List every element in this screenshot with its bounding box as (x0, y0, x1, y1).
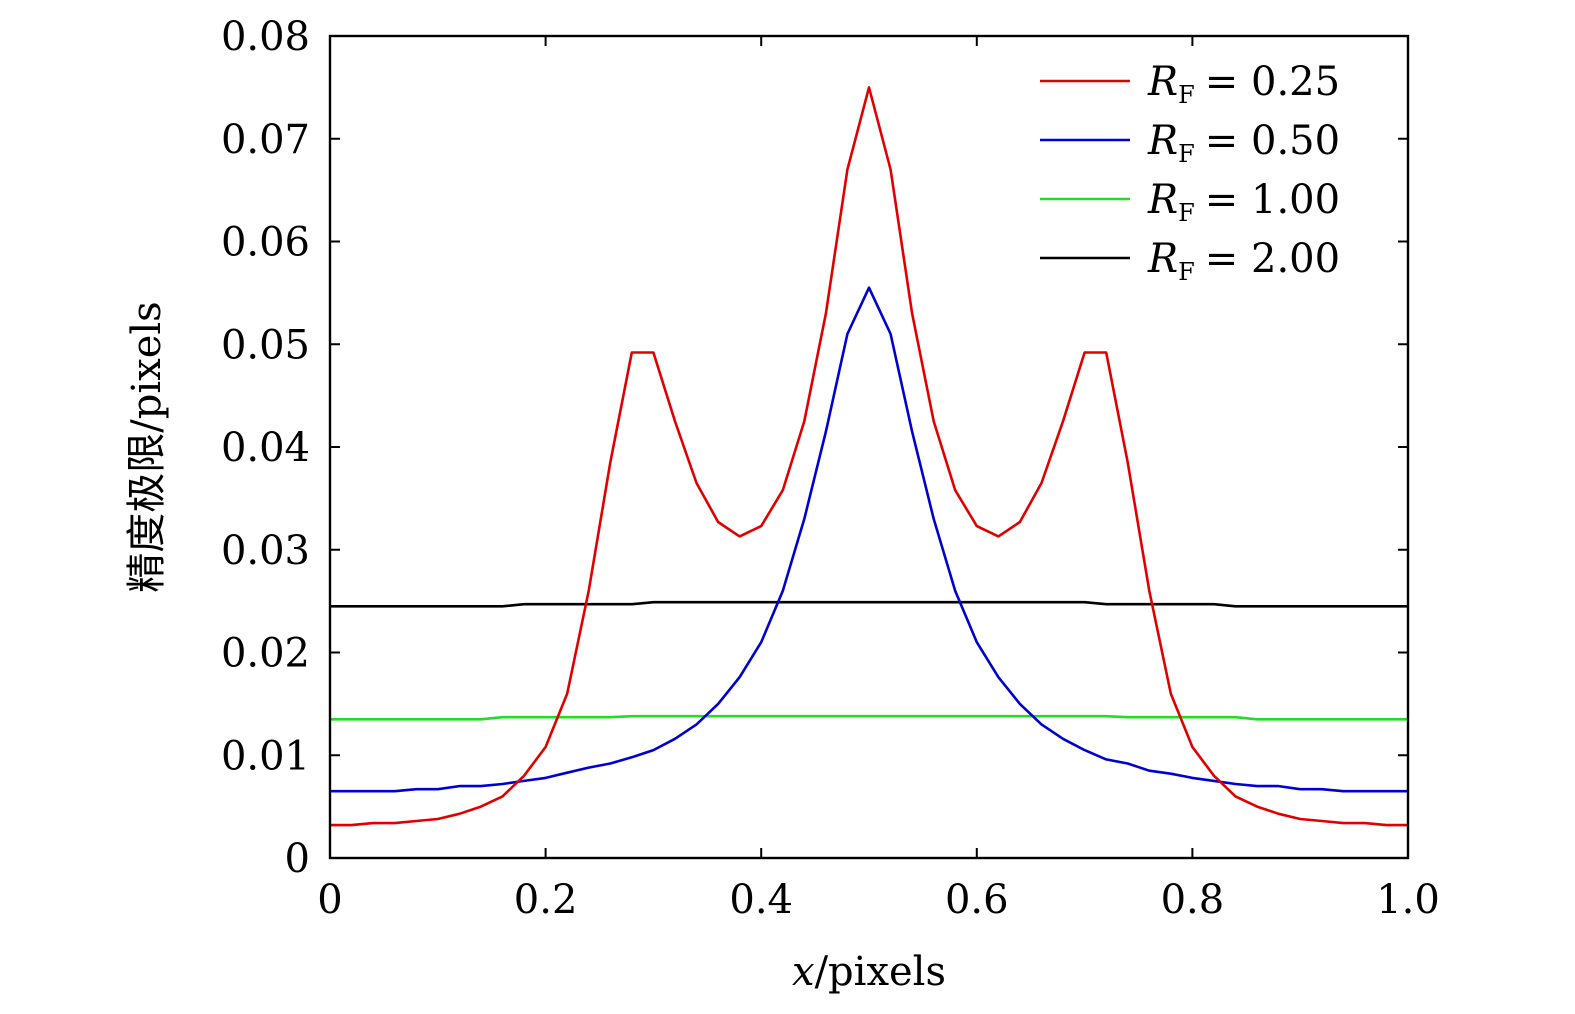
series-line-050 (330, 286, 1408, 793)
series-line-100 (330, 714, 1408, 721)
y-tick-label: 0.02 (221, 631, 310, 677)
legend-symbol: R (1147, 236, 1178, 282)
legend-symbol: R (1147, 59, 1178, 105)
series-line-200 (330, 600, 1408, 608)
plot-frame (328, 34, 1410, 860)
y-axis-label: 精度极限/pixels (124, 301, 170, 592)
x-tick-label: 0.8 (1161, 877, 1225, 923)
x-tick-label: 1.0 (1376, 877, 1440, 923)
legend-label: RF = 0.25 (1147, 59, 1340, 109)
legend-subscript: F (1178, 81, 1195, 109)
y-tick-label: 0.03 (221, 528, 310, 574)
x-axis-variable: x (792, 949, 815, 995)
y-tick-label: 0.06 (221, 220, 310, 266)
legend-symbol: R (1147, 118, 1178, 164)
y-tick-label: 0 (285, 836, 310, 882)
x-axis-label: x/pixels (792, 949, 946, 995)
x-tick-label: 0.4 (729, 877, 793, 923)
legend-label: RF = 2.00 (1147, 236, 1340, 286)
x-tick-label: 0.2 (514, 877, 578, 923)
legend-symbol: R (1147, 177, 1178, 223)
legend-value: = 1.00 (1205, 177, 1340, 223)
legend-label: RF = 1.00 (1147, 177, 1340, 227)
x-tick-label: 0 (317, 877, 342, 923)
x-axis-unit: /pixels (815, 949, 946, 995)
y-tick-label: 0.07 (221, 117, 310, 163)
y-tick-label: 0.01 (221, 733, 310, 779)
legend-value: = 2.00 (1205, 236, 1340, 282)
legend-subscript: F (1178, 258, 1195, 286)
x-tick-label: 0.6 (945, 877, 1009, 923)
series-line-025 (330, 86, 1408, 827)
legend-subscript: F (1178, 140, 1195, 168)
tick-layer: 0 0.2 0.4 0.6 0.8 1.0 0 0.01 0.02 0.03 0.04 0.05 0.0… (221, 14, 1440, 923)
legend-subscript: F (1178, 199, 1195, 227)
y-tick-label: 0.05 (221, 322, 310, 368)
legend-value: = 0.25 (1205, 59, 1340, 105)
series-layer (330, 86, 1408, 827)
legend-label: RF = 0.50 (1147, 118, 1340, 168)
legend-value: = 0.50 (1205, 118, 1340, 164)
y-tick-label: 0.04 (221, 425, 310, 471)
y-tick-label: 0.08 (221, 14, 310, 60)
